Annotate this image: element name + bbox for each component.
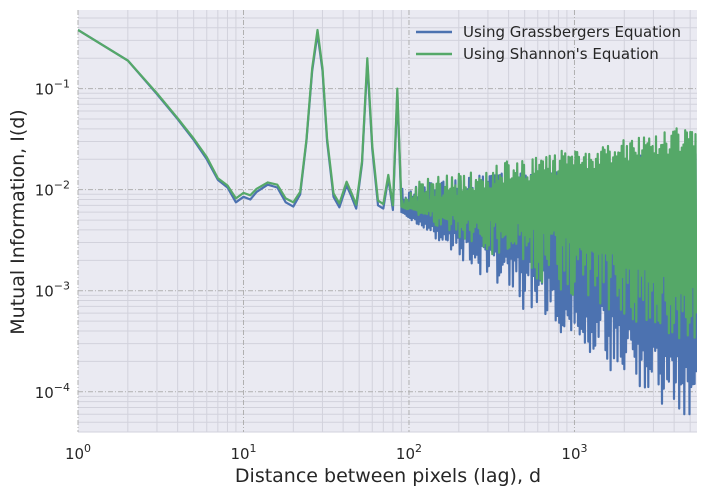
y-axis-ticks: 10−4 10−3 10−2 10−1 bbox=[35, 78, 70, 402]
legend-label: Using Shannon's Equation bbox=[463, 45, 659, 63]
x-tick-label: 101 bbox=[230, 442, 256, 463]
y-tick-label: 10−1 bbox=[35, 78, 70, 99]
series-line-2 bbox=[78, 28, 697, 340]
y-tick-label: 10−4 bbox=[35, 381, 70, 402]
x-axis-ticks: 100 101 102 103 bbox=[65, 442, 588, 463]
x-axis-label: Distance between pixels (lag), d bbox=[235, 465, 541, 487]
legend-label: Using Grassbergers Equation bbox=[463, 23, 681, 41]
y-tick-label: 10−3 bbox=[35, 280, 70, 301]
x-tick-label: 100 bbox=[65, 442, 91, 463]
legend: Using Grassbergers Equation Using Shannon… bbox=[416, 23, 681, 63]
x-tick-label: 103 bbox=[561, 442, 587, 463]
plot-area bbox=[78, 28, 697, 416]
x-tick-label: 102 bbox=[396, 442, 422, 463]
major-grid bbox=[77, 10, 697, 432]
y-axis-label: Mutual Information, I(d) bbox=[7, 109, 29, 334]
y-tick-label: 10−2 bbox=[35, 179, 70, 200]
